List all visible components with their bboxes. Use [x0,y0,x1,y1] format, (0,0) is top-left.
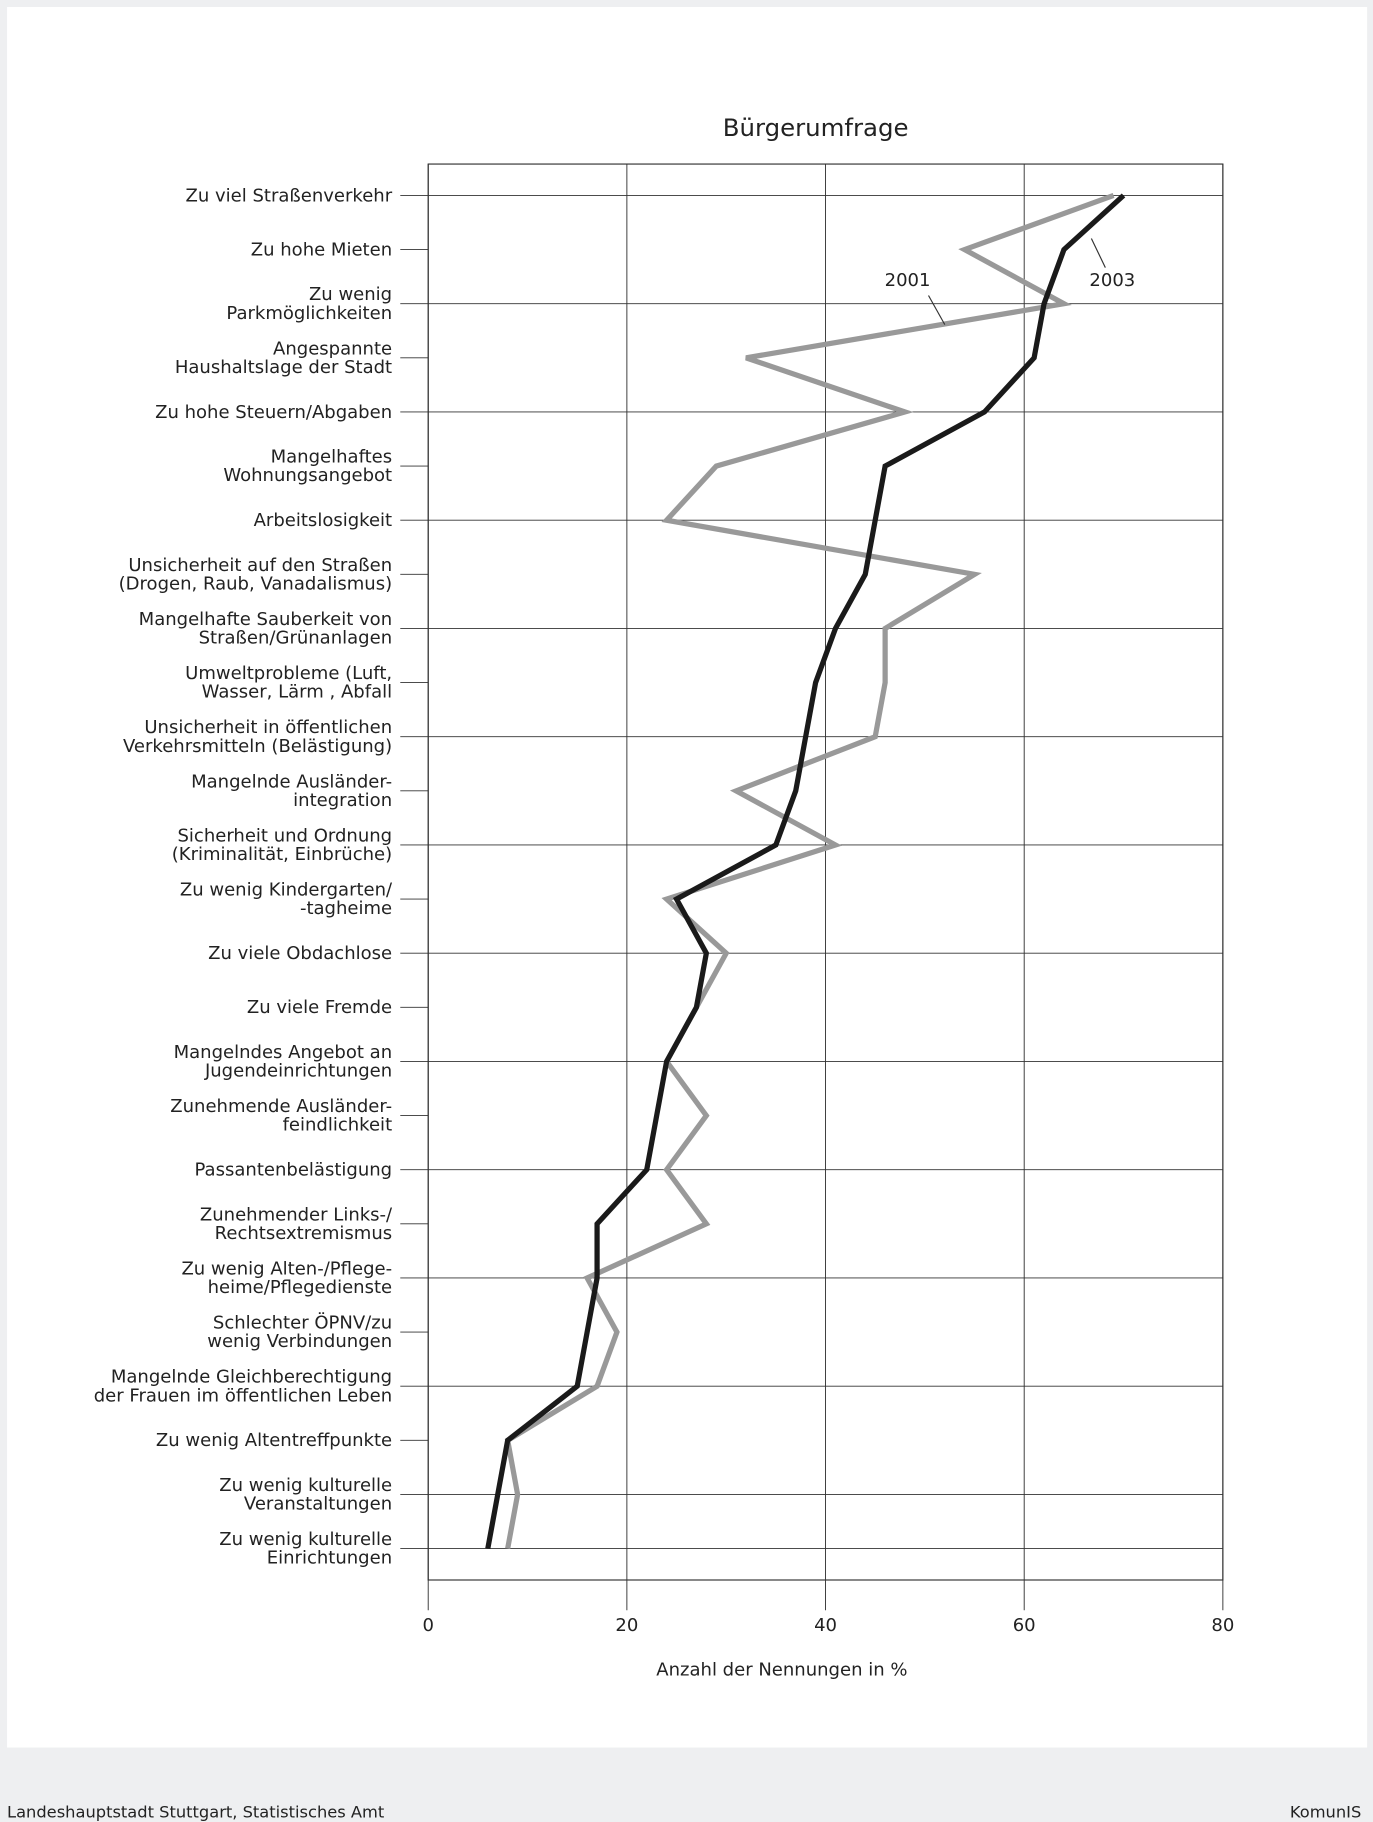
y-tick-label: Zu wenig Parkmöglichkeiten [226,284,392,324]
y-tick-label: Zu wenig kulturelle Veranstaltungen [219,1475,392,1515]
leader-line [927,295,946,325]
y-tick-label: Zu viele Obdachlose [208,943,392,964]
data-line [504,193,1115,1550]
y-tick-label: Mangelhaftes Wohnungsangebot [223,447,392,487]
x-tick-label: 80 [1211,1615,1234,1636]
y-tick-label: Sicherheit und Ordnung (Kriminalität, Ein… [172,825,392,865]
x-tick-label: 20 [615,1615,638,1636]
y-tick-label: Zunehmende Ausländer-feindlichkeit [170,1096,392,1136]
footer-logo: KomunIS [1290,1802,1361,1821]
x-tick-label: 0 [422,1615,433,1636]
y-tick-label: Zu hohe Mieten [251,239,392,260]
y-tick-label: Mangelnde Gleichberechtigung der Frauen i… [94,1367,392,1407]
y-tick-label: Zu viel Straßenverkehr [186,185,393,206]
series-label: 2003 [1089,270,1135,291]
x-tick-label: 60 [1013,1615,1036,1636]
y-tick-label: Mangelndes Angebot an Jugendeinrichtungen [174,1042,393,1082]
y-tick-label: Schlechter ÖPNV/zu wenig Verbindungen [207,1312,392,1353]
y-tick-label: Zu viele Fremde [247,997,392,1018]
y-tick-label: Zu wenig Altentreffpunkte [156,1430,392,1451]
y-tick-label: Mangelnde Ausländer-integration [191,771,392,811]
leader-line [1090,238,1106,268]
footer-source: Landeshauptstadt Stuttgart, Statistische… [7,1802,384,1821]
chart-title: Bürgerumfrage [723,113,909,142]
y-tick-label: Arbeitslosigkeit [254,510,393,531]
data-line [485,193,1126,1550]
series-label: 2001 [885,270,931,291]
panel [7,6,1368,1748]
x-tick-label: 40 [814,1615,837,1636]
x-axis-title: Anzahl der Nennungen in % [656,1659,907,1680]
y-tick-label: Passantenbelästigung [195,1160,393,1181]
y-tick-label: Angespannte Haushaltslage der Stadt [175,338,392,378]
y-tick-label: Zunehmender Links-/Rechtsextremismus [200,1204,393,1244]
y-tick-label: Unsicherheit in öffentlichen Verkehrsmitt… [123,717,392,757]
y-tick-label: Zu wenig Kindergarten/-tagheime [180,880,393,920]
y-tick-label: Zu wenig Alten-/Pflege-heime/Pflegediens… [181,1258,392,1298]
y-tick-label: Mangelhafte Sauberkeit von Straßen/Grünan… [139,609,392,649]
y-tick-label: Umweltprobleme (Luft, Wasser, Lärm , Abfa… [185,663,392,703]
y-tick-label: Zu wenig kulturelle Einrichtungen [219,1529,392,1569]
y-tick-label: Unsicherheit auf den Straßen (Drogen, Rau… [119,555,392,595]
y-tick-label: Zu hohe Steuern/Abgaben [155,402,392,423]
